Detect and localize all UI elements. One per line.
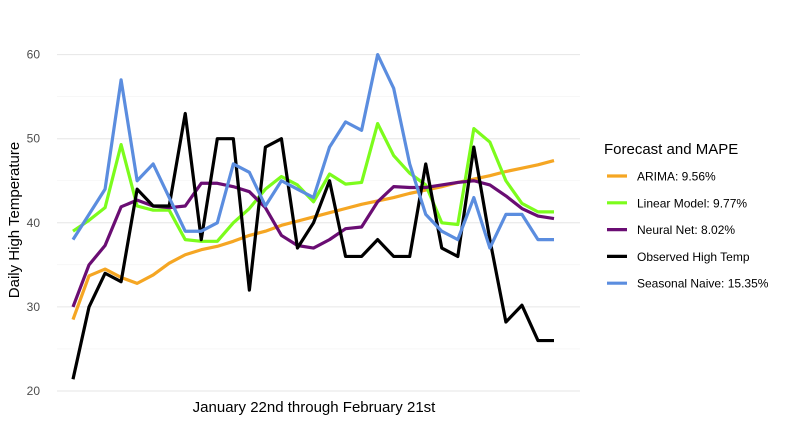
series-line-linear-model-9-77	[72, 121, 554, 243]
series-line-arima-9-56	[71, 159, 555, 321]
legend-label: Linear Model: 9.77%	[637, 196, 747, 210]
legend-item: Linear Model: 9.77%	[607, 196, 747, 210]
legend-items: ARIMA: 9.56% Linear Model: 9.77% Neural Ne…	[607, 170, 769, 291]
y-axis-title: Daily High Temperature	[6, 142, 23, 298]
legend-item: Neural Net: 8.02%	[607, 223, 735, 237]
y-tick-label: 60	[27, 48, 41, 62]
legend-label: Neural Net: 8.02%	[637, 223, 735, 237]
legend-label: Observed High Temp	[637, 250, 750, 264]
y-tick-label: 30	[27, 300, 41, 314]
y-tick-label: 40	[27, 216, 41, 230]
legend-item: Seasonal Naive: 15.35%	[607, 277, 769, 291]
legend-label: Seasonal Naive: 15.35%	[637, 277, 769, 291]
y-axis-ticks: 20 30 40 50 60	[27, 48, 41, 398]
legend-label: ARIMA: 9.56%	[637, 170, 716, 184]
series-line-observed-high-temp	[71, 111, 554, 380]
legend-item: ARIMA: 9.56%	[607, 170, 716, 184]
series-line-seasonal-naive-15-35	[71, 53, 554, 250]
legend: Forecast and MAPE ARIMA: 9.56% Linear Mod…	[604, 141, 769, 291]
legend-item: Observed High Temp	[607, 250, 750, 264]
legend-title: Forecast and MAPE	[604, 141, 738, 158]
y-tick-label: 20	[27, 384, 41, 398]
y-tick-label: 50	[27, 132, 41, 146]
series-lines	[71, 53, 555, 380]
x-axis-title: January 22nd through February 21st	[193, 399, 436, 416]
